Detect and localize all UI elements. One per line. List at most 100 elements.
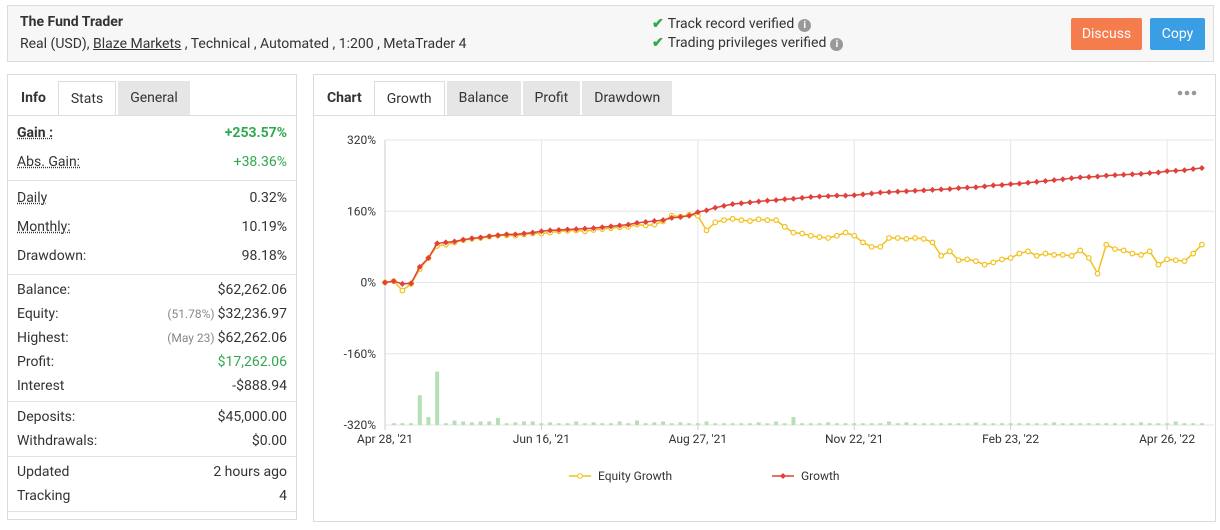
tab[interactable]: General (118, 81, 190, 115)
bar (400, 423, 405, 425)
marker (1068, 175, 1075, 182)
marker (416, 263, 423, 270)
stat-note: (May 23) (167, 331, 215, 345)
marker (816, 234, 823, 240)
x-tick-label: Apr 28, '21 (357, 432, 413, 446)
x-tick-label: Feb 23, '22 (982, 432, 1039, 446)
tab[interactable]: Drawdown (582, 81, 673, 115)
marker (998, 181, 1005, 188)
marker (703, 207, 710, 214)
marker (442, 239, 449, 246)
marker (599, 224, 606, 231)
marker (1059, 176, 1066, 183)
stat-label: Drawdown: (17, 248, 87, 264)
marker (868, 190, 875, 197)
stat-value: $62,262.06 (217, 330, 287, 346)
bar (626, 423, 631, 425)
stat-value: +38.36% (233, 154, 287, 170)
menu-icon[interactable] (1175, 87, 1205, 99)
bar (869, 423, 874, 425)
bar (1121, 423, 1126, 425)
marker (712, 204, 719, 211)
bar (1112, 423, 1117, 425)
bar (1017, 423, 1022, 425)
marker (1059, 251, 1066, 258)
stat-row: Highest: (May 23) $62,262.06 (17, 326, 287, 350)
marker (1129, 171, 1136, 178)
marker (903, 188, 910, 195)
stat-value-wrap: 0.32% (249, 184, 287, 213)
bar (635, 420, 640, 425)
bar (617, 421, 622, 425)
tab[interactable]: Info (9, 81, 58, 115)
stat-value: $45,000.00 (217, 409, 287, 425)
marker (842, 229, 849, 236)
bar (843, 423, 848, 425)
chart-panel: Chart Growth Balance Profit Drawdown 320… (313, 74, 1216, 522)
tab[interactable]: Growth (373, 81, 445, 115)
bar (565, 423, 570, 425)
stat-row: Monthly: 10.19% (17, 213, 287, 242)
marker (668, 214, 675, 221)
bar (887, 421, 892, 425)
stat-row: Tracking 4 (17, 484, 287, 508)
copy-button[interactable]: Copy (1150, 18, 1205, 50)
marker (1033, 178, 1040, 185)
stat-value: 2 hours ago (213, 464, 287, 480)
marker (764, 197, 771, 204)
marker (1007, 181, 1014, 188)
bar (921, 423, 926, 425)
tab[interactable]: Profit (522, 81, 581, 115)
bar (826, 422, 831, 425)
bar (652, 422, 657, 425)
tab[interactable]: Balance (446, 81, 521, 115)
marker (938, 186, 945, 193)
bar (1034, 423, 1039, 425)
marker (920, 235, 927, 242)
bar (1008, 423, 1013, 425)
stat-label: Balance: (17, 282, 71, 298)
marker (460, 236, 467, 243)
marker (547, 227, 554, 234)
marker (903, 235, 910, 242)
stat-group: Daily 0.32% Monthly: 10.19% Drawdown: 98.18% (8, 181, 296, 275)
stat-value: +253.57% (224, 125, 287, 141)
marker (912, 235, 918, 241)
discuss-button[interactable]: Discuss (1071, 18, 1142, 50)
bar (1139, 422, 1144, 425)
marker (1111, 172, 1118, 179)
stat-value: $17,262.06 (217, 354, 287, 370)
bar (487, 421, 492, 425)
tab[interactable]: Chart (315, 81, 374, 115)
marker (825, 193, 832, 200)
bar (991, 423, 996, 425)
bar (1182, 423, 1187, 425)
marker (981, 261, 988, 268)
bar (791, 416, 796, 425)
bar (478, 421, 483, 425)
bar (800, 423, 805, 425)
marker (920, 187, 927, 194)
tab[interactable]: Stats (57, 81, 117, 115)
stat-row: Balance: $62,262.06 (17, 278, 287, 302)
marker (773, 197, 780, 204)
bar (539, 423, 544, 425)
marker (1103, 241, 1110, 248)
marker (894, 188, 901, 195)
stat-row: Drawdown: 98.18% (17, 242, 287, 271)
broker-link[interactable]: Blaze Markets (93, 36, 182, 52)
marker (720, 202, 727, 209)
marker (555, 226, 562, 233)
bar (1069, 423, 1074, 425)
marker (1112, 246, 1118, 253)
marker (503, 231, 510, 238)
marker (938, 252, 945, 259)
legend-label: Growth (801, 469, 840, 483)
stat-value-wrap: 10.19% (242, 213, 287, 242)
marker (990, 259, 997, 266)
marker (799, 194, 806, 201)
marker (764, 217, 771, 224)
stat-row: Profit: $17,262.06 (17, 350, 287, 374)
marker (494, 232, 501, 239)
bar (956, 423, 961, 425)
